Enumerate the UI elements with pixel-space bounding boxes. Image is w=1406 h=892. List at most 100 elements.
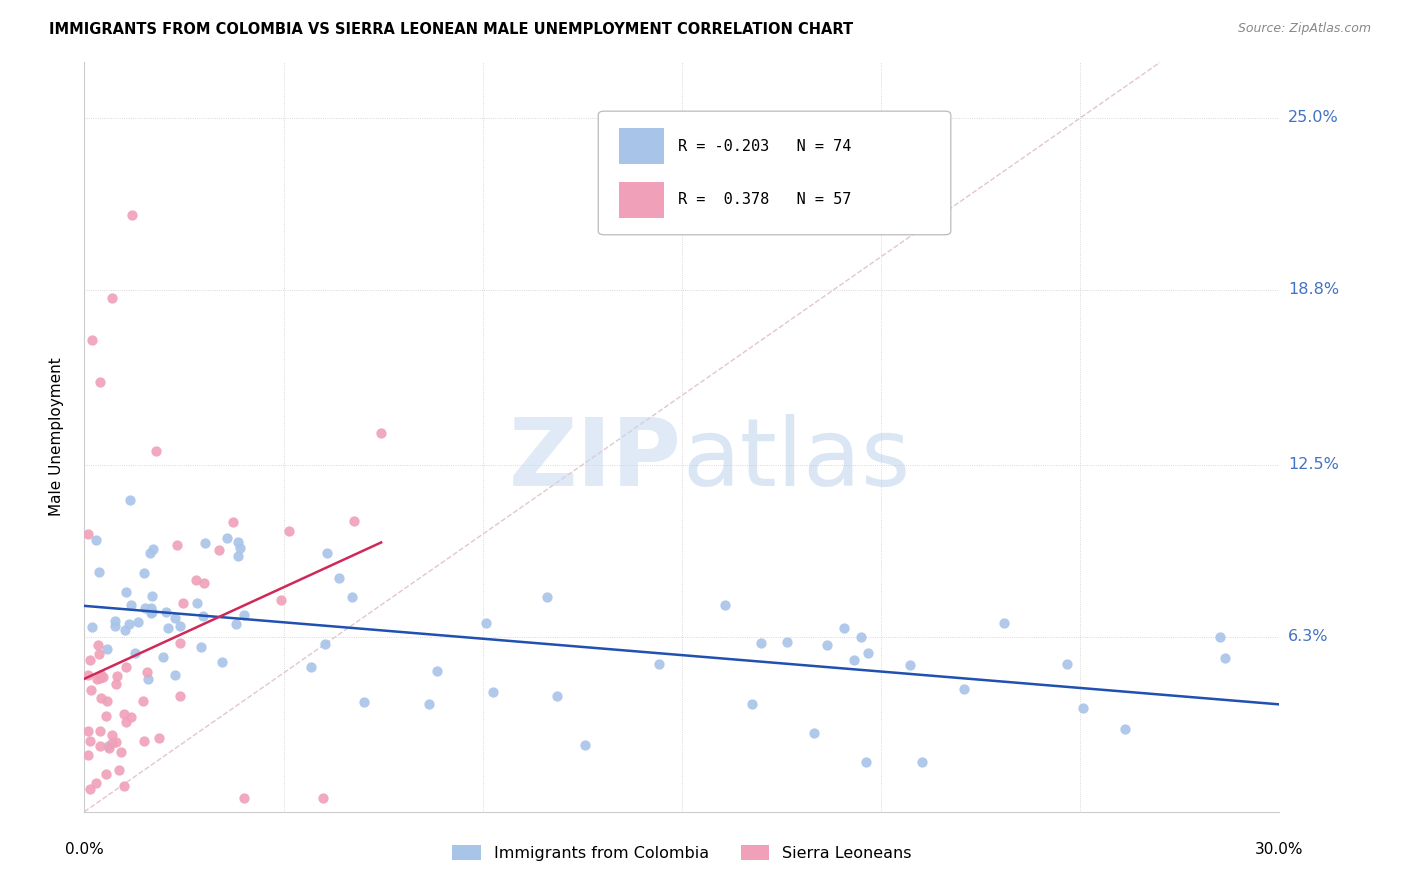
Point [1071, 701, 1094, 715]
Point [120, 709, 142, 723]
Point [108, 764, 131, 778]
Point [139, 607, 162, 621]
Point [211, 655, 233, 669]
Point [101, 291, 124, 305]
Point [101, 736, 124, 750]
Point [842, 653, 865, 667]
Point [186, 596, 208, 610]
Point [145, 444, 167, 458]
Text: 12.5%: 12.5% [1288, 458, 1339, 473]
Point [315, 546, 337, 560]
Point [141, 605, 163, 619]
Point [94, 767, 117, 781]
Point [536, 590, 558, 604]
Point [152, 650, 174, 665]
Point [803, 726, 825, 740]
Point [713, 599, 735, 613]
Text: R =  0.378   N = 57: R = 0.378 N = 57 [678, 192, 852, 207]
Text: atlas: atlas [682, 414, 910, 506]
Point [86, 672, 108, 686]
Point [855, 755, 877, 769]
Point [115, 585, 138, 599]
Point [1209, 630, 1232, 644]
Point [1056, 657, 1078, 672]
Point [193, 576, 215, 591]
Point [815, 638, 838, 652]
Point [87, 565, 110, 579]
Point [124, 646, 146, 660]
Text: IMMIGRANTS FROM COLOMBIA VS SIERRA LEONEAN MALE UNEMPLOYMENT CORRELATION CHART: IMMIGRANTS FROM COLOMBIA VS SIERRA LEONE… [49, 22, 853, 37]
Point [169, 618, 191, 632]
Point [228, 549, 250, 563]
Point [165, 611, 187, 625]
Point [105, 669, 128, 683]
Point [80, 683, 103, 698]
Point [749, 636, 772, 650]
Point [163, 667, 186, 681]
FancyBboxPatch shape [619, 128, 664, 164]
Point [105, 734, 128, 748]
Point [84, 533, 107, 547]
Point [775, 635, 797, 649]
Point [190, 640, 212, 655]
Point [86, 776, 108, 790]
Point [574, 739, 596, 753]
Point [104, 614, 127, 628]
Text: 18.8%: 18.8% [1288, 283, 1339, 298]
Point [851, 630, 873, 644]
Point [104, 619, 127, 633]
Point [87, 647, 110, 661]
Point [312, 790, 335, 805]
Point [340, 591, 363, 605]
Point [89, 723, 111, 738]
Point [87, 638, 110, 652]
Point [148, 731, 170, 746]
Point [222, 515, 245, 529]
Point [741, 697, 763, 711]
Point [141, 589, 163, 603]
Point [91, 670, 114, 684]
Point [118, 617, 141, 632]
FancyBboxPatch shape [619, 182, 664, 218]
Point [343, 514, 366, 528]
Point [104, 677, 127, 691]
Point [97, 739, 120, 754]
Point [233, 607, 256, 622]
Text: 0.0%: 0.0% [65, 842, 104, 857]
Point [475, 616, 498, 631]
Y-axis label: Male Unemployment: Male Unemployment [49, 358, 63, 516]
Point [80, 620, 103, 634]
Point [77, 747, 100, 762]
Point [139, 601, 162, 615]
Point [911, 756, 934, 770]
Point [138, 672, 160, 686]
Point [229, 541, 252, 555]
Point [90, 667, 112, 681]
Point [114, 624, 136, 638]
Point [278, 524, 301, 538]
Point [215, 531, 238, 545]
Point [89, 739, 111, 754]
Point [94, 708, 117, 723]
Point [953, 681, 976, 696]
Point [132, 566, 155, 580]
Point [898, 658, 921, 673]
Point [115, 660, 138, 674]
Point [225, 616, 247, 631]
Point [134, 601, 156, 615]
Point [77, 723, 100, 738]
Point [328, 571, 350, 585]
Point [226, 534, 249, 549]
Point [101, 728, 124, 742]
Point [184, 573, 207, 587]
Text: 25.0%: 25.0% [1288, 111, 1339, 126]
Point [118, 493, 141, 508]
Text: 6.3%: 6.3% [1288, 630, 1329, 644]
Point [134, 734, 156, 748]
Point [112, 706, 135, 721]
Point [120, 599, 142, 613]
Point [82, 333, 104, 347]
Point [77, 527, 100, 541]
Point [79, 781, 101, 796]
Point [1213, 651, 1236, 665]
